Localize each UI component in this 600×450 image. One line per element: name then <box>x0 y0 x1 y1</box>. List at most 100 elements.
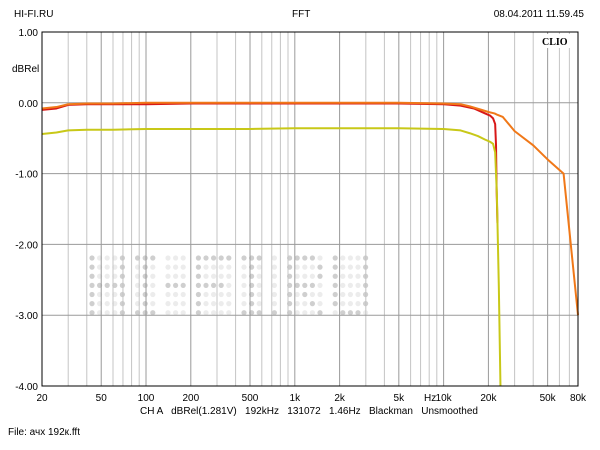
watermark-dot <box>180 264 186 270</box>
x-tick-label: 50 <box>96 393 108 404</box>
watermark-dot <box>119 255 125 261</box>
series-layer <box>41 101 579 387</box>
watermark-dot <box>340 301 346 307</box>
watermark-dot <box>218 264 224 270</box>
watermark-dot <box>203 264 209 270</box>
watermark-dot <box>271 264 277 270</box>
watermark-dot <box>317 273 323 279</box>
datetime-label: 08.04.2011 11.59.45 <box>493 9 584 20</box>
watermark-dot <box>317 264 323 270</box>
watermark-dot <box>355 273 361 279</box>
watermark-dot <box>226 264 232 270</box>
watermark-dot <box>302 310 308 316</box>
watermark-dot <box>332 273 338 279</box>
watermark-dot <box>302 282 308 288</box>
watermark-dot <box>294 301 300 307</box>
watermark-dot <box>347 255 353 261</box>
watermark-dot <box>226 282 232 288</box>
x-tick-label: 500 <box>242 393 259 404</box>
watermark-dot <box>173 264 179 270</box>
watermark-dot <box>150 310 156 316</box>
watermark-dot <box>317 282 323 288</box>
watermark-dot <box>309 273 315 279</box>
x-tick-label: 100 <box>138 393 155 404</box>
watermark-dot <box>173 310 179 316</box>
watermark-dot <box>119 301 125 307</box>
watermark-dot <box>226 301 232 307</box>
watermark-dot <box>271 255 277 261</box>
x-axis-unit: Hz <box>424 393 436 404</box>
brand-logo: CLIO <box>542 37 568 48</box>
watermark-dot <box>355 301 361 307</box>
watermark-dot <box>256 310 262 316</box>
x-tick-label: 2k <box>334 393 346 404</box>
site-label: HI-FI.RU <box>14 9 54 20</box>
watermark-dot <box>256 282 262 288</box>
grid-vertical <box>67 32 570 386</box>
watermark-dot <box>211 264 217 270</box>
series-line-2 <box>41 101 579 316</box>
watermark-dot <box>309 301 315 307</box>
watermark-dot <box>241 301 247 307</box>
watermark-dot <box>142 273 148 279</box>
watermark-dot <box>271 301 277 307</box>
watermark-dot <box>332 291 338 298</box>
watermark-dot <box>317 310 323 316</box>
watermark-dot <box>89 273 95 279</box>
watermark-dot <box>112 255 118 261</box>
watermark-dot <box>150 282 156 288</box>
watermark-dot <box>294 264 300 270</box>
watermark-dot <box>142 282 148 288</box>
watermark-dot <box>142 264 148 270</box>
watermark-dot <box>302 255 308 261</box>
watermark-dot <box>165 282 171 288</box>
watermark-dot <box>165 291 171 298</box>
y-tick-label: 1.00 <box>19 28 39 39</box>
watermark-dot <box>271 273 277 279</box>
watermark-dot <box>89 291 95 298</box>
watermark-dot <box>211 291 217 298</box>
watermark-dot <box>112 310 118 316</box>
watermark-dot <box>180 255 186 261</box>
watermark-dot <box>119 282 125 288</box>
watermark-dot <box>104 310 110 316</box>
watermark-dot <box>340 310 346 316</box>
watermark-dot <box>150 255 156 261</box>
watermark-dot <box>226 291 232 298</box>
watermark-dot <box>256 291 262 298</box>
watermark-dot <box>271 291 277 298</box>
chart-title: FFT <box>292 9 311 20</box>
watermark-dot <box>195 301 201 307</box>
watermark-dot <box>195 310 201 316</box>
watermark-dot <box>203 282 209 288</box>
watermark-dot <box>226 310 232 316</box>
watermark-dot <box>302 264 308 270</box>
x-tick-label: 80k <box>570 393 587 404</box>
watermark-dot <box>355 310 361 316</box>
watermark-dot <box>211 310 217 316</box>
watermark-dot <box>347 291 353 298</box>
watermark-dot <box>211 301 217 307</box>
watermark-dot <box>271 310 277 316</box>
watermark-dot <box>294 255 300 261</box>
watermark-dot <box>104 255 110 261</box>
watermark-dot <box>294 282 300 288</box>
x-tick-label: 5k <box>394 393 406 404</box>
watermark-dot <box>241 282 247 288</box>
watermark-dot <box>340 291 346 298</box>
watermark-dot <box>180 273 186 279</box>
watermark-dot <box>241 273 247 279</box>
watermark-dot <box>317 291 323 298</box>
watermark-dot <box>173 291 179 298</box>
watermark-dot <box>180 310 186 316</box>
watermark-dot <box>195 255 201 261</box>
watermark-dot <box>104 301 110 307</box>
watermark-dot <box>119 291 125 298</box>
x-tick-label: 50k <box>540 393 557 404</box>
y-tick-label: -1.00 <box>15 170 38 181</box>
watermark-dot <box>165 255 171 261</box>
x-tick-label: 1k <box>290 393 302 404</box>
watermark-dot <box>195 273 201 279</box>
watermark-dot <box>150 291 156 298</box>
